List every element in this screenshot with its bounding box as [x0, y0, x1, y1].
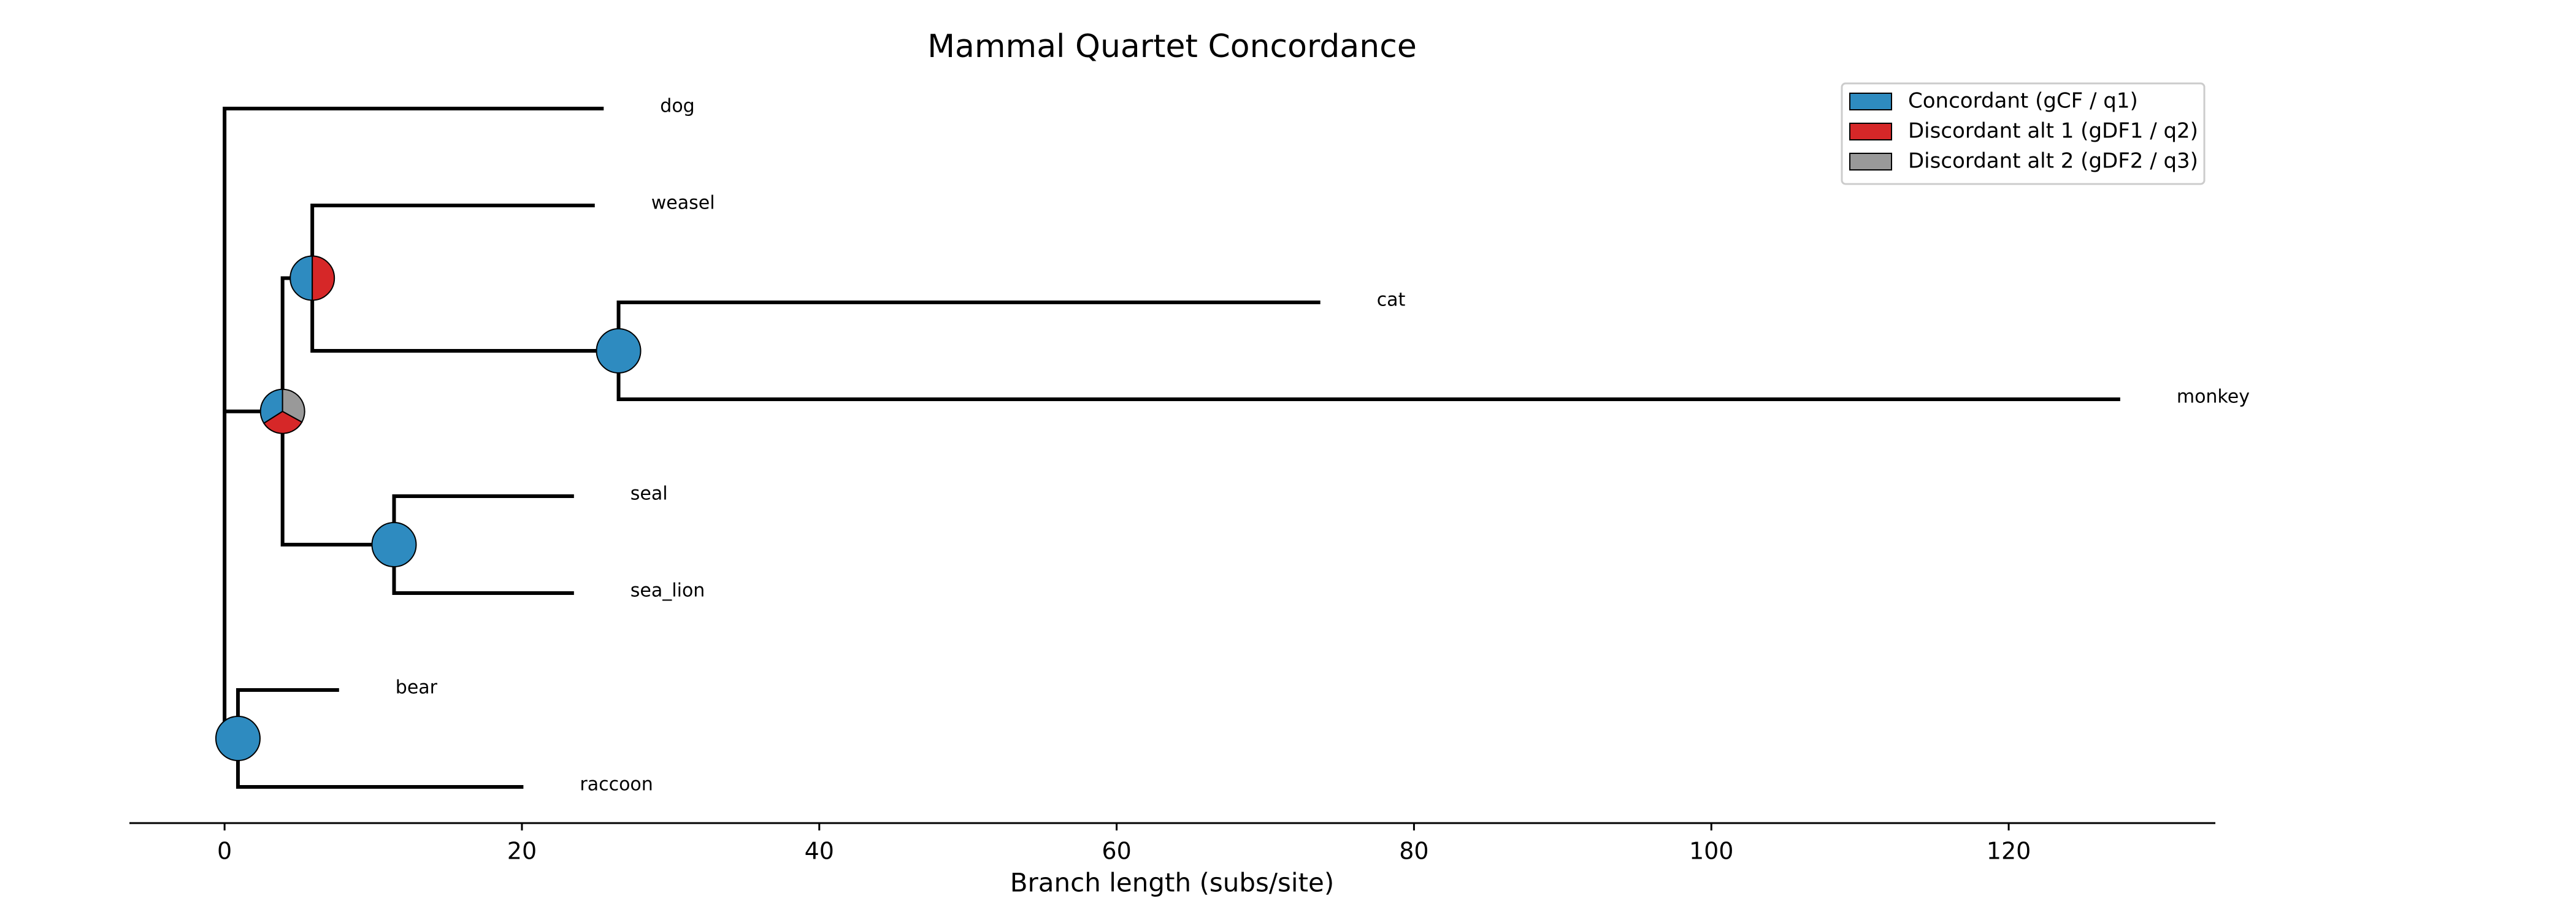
leaf-label: monkey — [2177, 386, 2250, 408]
pie-wedge — [371, 522, 417, 567]
pie-wedge — [215, 716, 261, 761]
leaf-label: dog — [660, 96, 694, 117]
pie-wedge — [596, 328, 642, 374]
x-tick-label: 120 — [1987, 838, 2031, 865]
leaf-label: bear — [396, 677, 438, 699]
x-tick-label: 40 — [805, 838, 834, 865]
legend-swatch — [1849, 153, 1892, 171]
leaf-label: seal — [631, 483, 668, 505]
legend-label: Concordant (gCF / q1) — [1908, 89, 2138, 113]
x-tick-label: 60 — [1102, 838, 1131, 865]
pie-wedge — [289, 255, 313, 301]
legend-swatch — [1849, 93, 1892, 110]
legend-label: Discordant alt 2 (gDF2 / q3) — [1908, 149, 2198, 174]
node-pie — [596, 328, 642, 374]
leaf-label: cat — [1377, 289, 1406, 311]
leaf-label: sea_lion — [631, 580, 705, 602]
legend-frame — [1841, 82, 2206, 185]
x-tick-label: 80 — [1399, 838, 1428, 865]
node-pie — [215, 716, 261, 761]
legend-swatch — [1849, 123, 1892, 140]
node-pie — [371, 522, 417, 567]
node-pie — [259, 388, 305, 434]
pie-wedge — [312, 255, 335, 301]
x-tick-label: 0 — [217, 838, 232, 865]
leaf-label: raccoon — [580, 774, 653, 795]
chart-title: Mammal Quartet Concordance — [927, 28, 1417, 65]
pie-wedge — [282, 388, 305, 423]
x-tick-label: 100 — [1689, 838, 1734, 865]
legend: Concordant (gCF / q1) Discordant alt 1 (g… — [1841, 82, 2206, 185]
legend-label: Discordant alt 1 (gDF1 / q2) — [1908, 119, 2198, 144]
x-tick-label: 20 — [507, 838, 537, 865]
x-axis-label: Branch length (subs/site) — [1010, 868, 1335, 898]
branches — [223, 107, 2120, 789]
leaf-label: weasel — [651, 193, 715, 214]
node-pie — [289, 255, 335, 301]
